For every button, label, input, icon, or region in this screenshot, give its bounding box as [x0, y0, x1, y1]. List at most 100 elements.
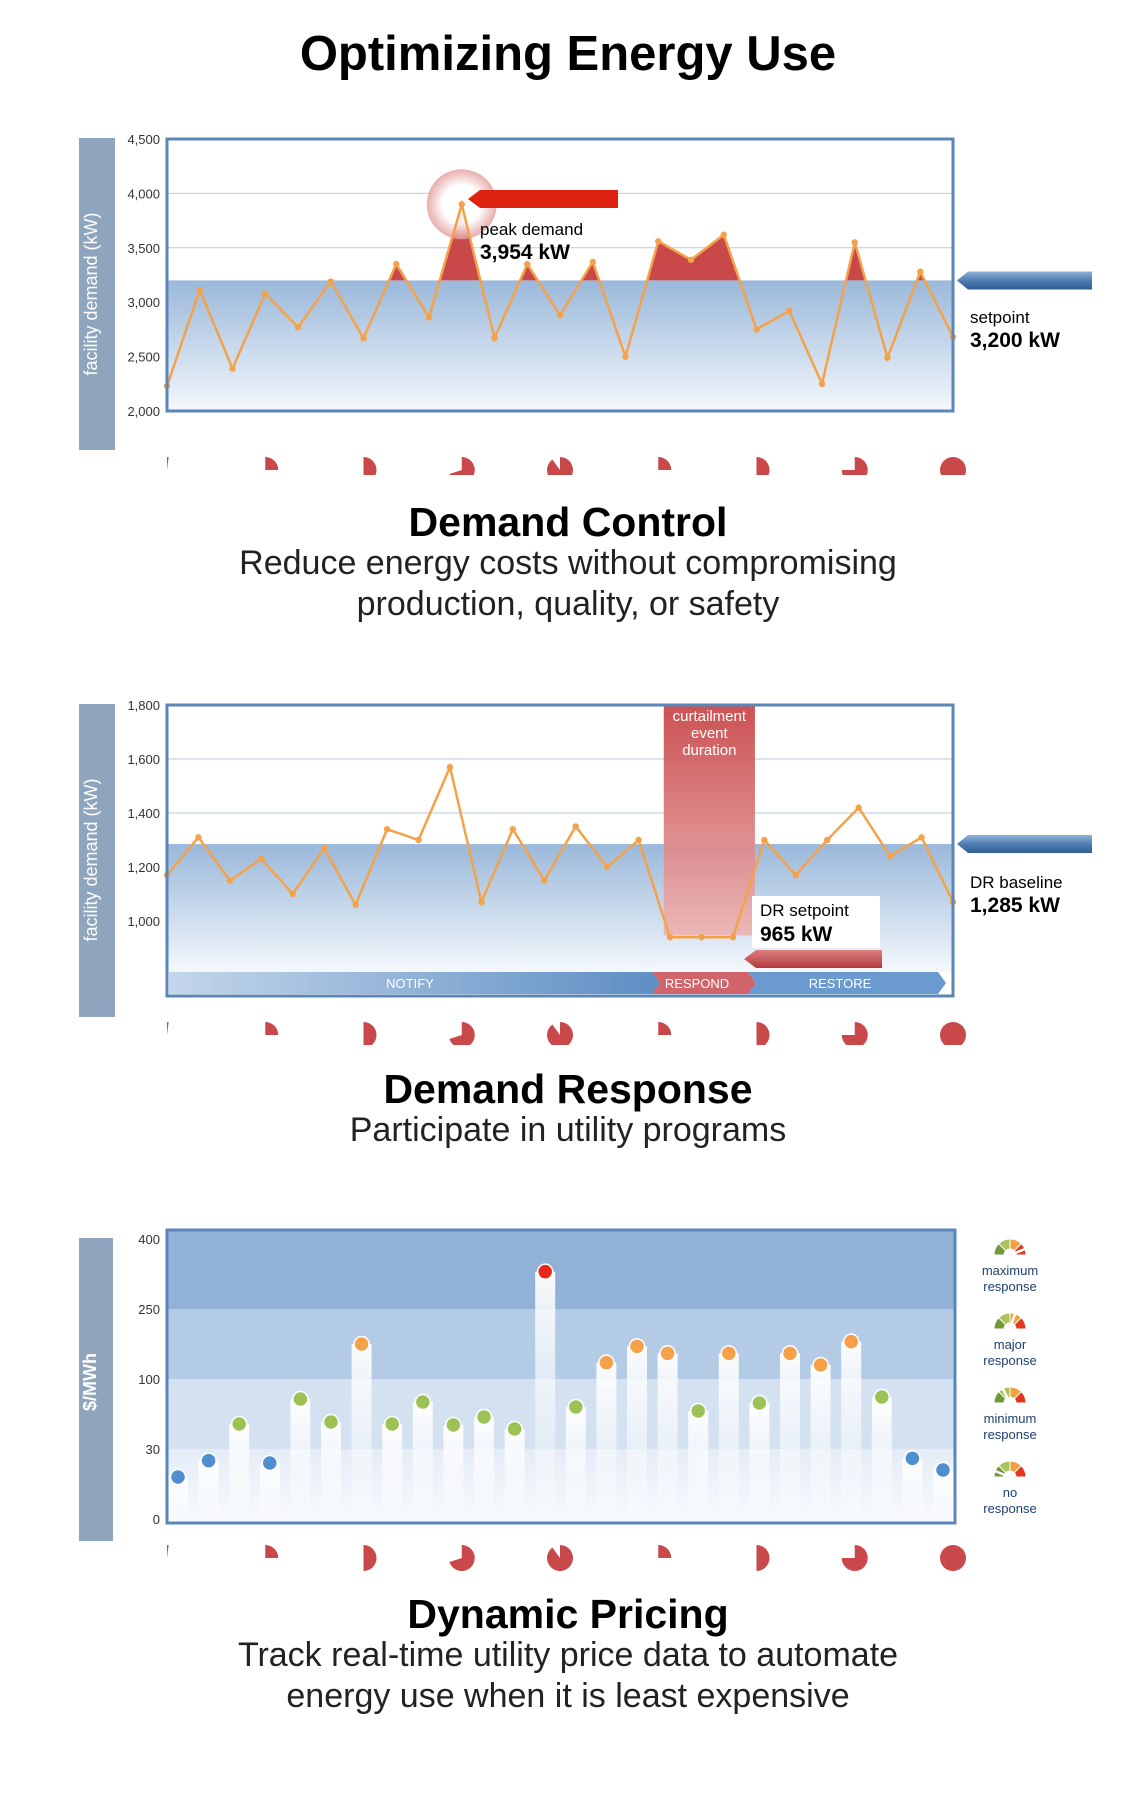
response-gauge-icon: [993, 1386, 1027, 1404]
y-axis-label: $/MWh: [80, 1353, 100, 1411]
legend-label: no: [1003, 1485, 1017, 1500]
data-point: [655, 238, 662, 245]
data-point: [917, 268, 924, 275]
phase-label-restore: RESTORE: [809, 976, 872, 991]
peak-area: [520, 264, 538, 281]
y-tick-label: 0: [153, 1512, 160, 1527]
phase-restore: [748, 972, 946, 994]
baseline-arrow: [957, 835, 1092, 854]
pie-marker: [547, 457, 573, 475]
price-pillar: [871, 1397, 892, 1522]
pie-marker: [363, 457, 377, 475]
pie-marker: [841, 457, 868, 475]
price-pillar: [474, 1417, 494, 1522]
y-tick-label: 4,000: [127, 186, 160, 201]
price-pillar: [504, 1429, 525, 1522]
price-pillar: [688, 1411, 709, 1522]
data-point: [321, 844, 328, 852]
price-pillar: [718, 1353, 739, 1522]
legend-label: minimum: [984, 1411, 1037, 1426]
dr-setpoint-value: 965 kW: [760, 923, 833, 946]
y-tick-label: 2,000: [127, 404, 160, 419]
y-tick-label: 250: [138, 1302, 160, 1317]
peak-area: [439, 204, 481, 281]
data-point: [229, 365, 236, 372]
pie-marker: [658, 1022, 672, 1035]
price-band: [167, 1379, 955, 1449]
y-tick-label: 1,200: [127, 860, 160, 875]
pie-marker: [265, 1545, 279, 1558]
plot-frame: [165, 137, 955, 413]
price-pillar: [229, 1424, 250, 1522]
peak-area: [647, 234, 740, 281]
y-tick-label: 1,800: [127, 698, 160, 713]
y-tick-label: 100: [138, 1372, 160, 1387]
legend-label: response: [983, 1427, 1036, 1442]
setpoint-label: setpoint: [970, 308, 1030, 327]
curtailment-label: duration: [682, 742, 736, 759]
data-point: [327, 278, 334, 285]
demand-response-subtitle: Participate in utility programs: [168, 1110, 968, 1151]
price-point: [230, 1415, 248, 1433]
plot-frame: [165, 703, 955, 998]
data-point: [589, 258, 596, 266]
data-point: [855, 804, 862, 811]
pie-marker: [940, 457, 966, 475]
data-point: [524, 260, 531, 268]
price-point: [904, 1450, 921, 1467]
y-tick-label: 400: [138, 1232, 160, 1247]
phase-notify: [169, 972, 660, 994]
legend-label: response: [983, 1353, 1036, 1368]
price-pillar: [259, 1463, 280, 1522]
price-point: [720, 1345, 738, 1362]
price-pillar: [841, 1341, 862, 1522]
pie-marker: [167, 456, 169, 470]
pie-marker: [658, 457, 672, 470]
price-pillar: [198, 1460, 219, 1522]
data-point: [761, 836, 768, 844]
dynamic-pricing-subtitle: Track real-time utility price data to au…: [168, 1635, 968, 1717]
data-point: [383, 826, 391, 833]
peak-area: [389, 264, 407, 281]
pie-marker: [940, 1545, 966, 1571]
setpoint-value: 3,200 kW: [970, 329, 1060, 352]
data-point: [753, 326, 760, 333]
data-point: [824, 836, 831, 844]
data-point: [666, 934, 674, 941]
phase-label-respond: RESPOND: [665, 976, 729, 991]
data-point: [415, 836, 422, 844]
dr-setpoint-label: DR setpoint: [760, 901, 849, 920]
price-point: [536, 1263, 554, 1280]
subtitle-line: Reduce energy costs without compromising: [239, 544, 897, 582]
data-point: [425, 314, 433, 321]
data-point: [720, 231, 727, 238]
pie-marker: [756, 457, 770, 475]
price-pillar: [596, 1362, 617, 1522]
peak-value: 3,954 kW: [480, 241, 570, 264]
data-point: [851, 239, 858, 246]
y-axis-bar: [79, 138, 115, 450]
data-point: [698, 934, 705, 941]
data-point: [393, 260, 400, 268]
price-point: [414, 1393, 432, 1411]
price-pillar: [933, 1470, 953, 1522]
price-point: [934, 1461, 952, 1479]
subtitle-line: Track real-time utility price data to au…: [237, 1636, 899, 1674]
pie-marker: [449, 1545, 475, 1571]
pie-marker: [167, 1022, 169, 1035]
data-point: [289, 890, 296, 898]
data-point: [687, 256, 695, 263]
y-axis-bar: [79, 704, 115, 1017]
price-pillar: [535, 1271, 556, 1522]
pie-marker: [756, 1022, 770, 1045]
price-pillar: [382, 1424, 403, 1522]
price-pillar: [780, 1353, 800, 1522]
pie-marker: [363, 1545, 377, 1571]
data-point: [509, 826, 517, 833]
y-tick-label: 4,500: [127, 132, 160, 147]
pie-marker: [449, 1022, 475, 1045]
curtailment-event: [663, 705, 755, 936]
y-tick-label: 30: [146, 1442, 160, 1457]
price-point: [261, 1454, 279, 1472]
price-point: [567, 1398, 585, 1416]
